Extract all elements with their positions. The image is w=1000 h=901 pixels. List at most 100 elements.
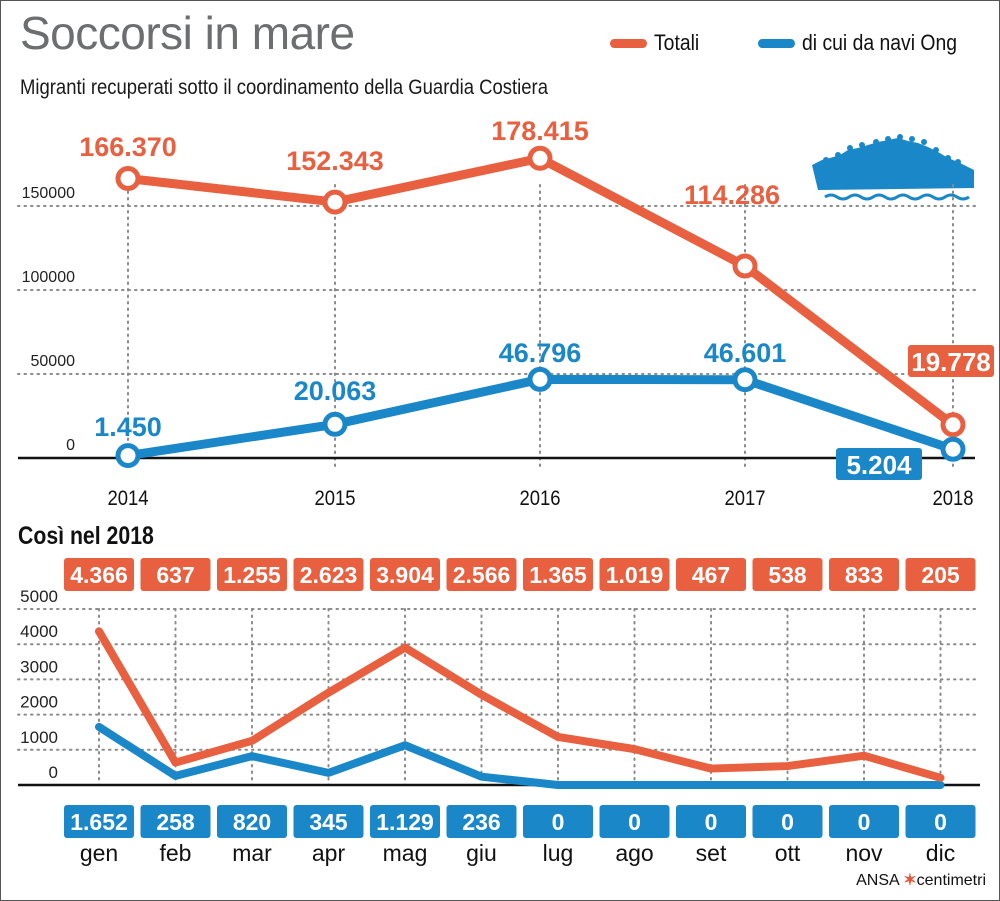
value-box-totali xyxy=(293,558,364,591)
value-box-totali xyxy=(752,558,823,591)
data-point xyxy=(527,366,553,392)
data-label-totali: 178.415 xyxy=(491,116,589,146)
value-box-ong xyxy=(446,805,517,838)
migrant-boat-icon xyxy=(812,134,974,201)
value-box-ong xyxy=(676,805,746,838)
series-line-ong xyxy=(95,722,945,789)
legend-item-ong: di cui da navi Ong xyxy=(758,30,957,56)
value-label-totali: 467 xyxy=(692,562,730,588)
value-box-totali xyxy=(676,558,746,591)
x-tick-label: lug xyxy=(543,840,574,866)
y-tick-label: 4000 xyxy=(20,622,58,641)
value-label-totali: 538 xyxy=(768,562,807,588)
x-tick-label: feb xyxy=(160,840,192,866)
data-label-box-ong xyxy=(836,448,922,480)
y-tick-label: 3000 xyxy=(20,657,58,676)
data-point xyxy=(732,367,758,393)
value-label-totali: 205 xyxy=(921,562,960,588)
value-box-totali xyxy=(64,558,134,591)
chart-subtitle: Migranti recuperati sotto il coordinamen… xyxy=(20,76,548,99)
value-label-totali: 1.365 xyxy=(529,562,587,588)
value-label-totali: 1.019 xyxy=(606,562,664,588)
value-label-totali: 4.366 xyxy=(70,562,128,588)
y-tick-label: 150000 xyxy=(22,185,75,202)
value-label-ong: 1.129 xyxy=(376,809,434,835)
x-tick-label: gen xyxy=(80,840,118,866)
series-line-totali xyxy=(95,627,945,782)
value-box-ong xyxy=(752,805,823,838)
legend-label-totali: Totali xyxy=(654,30,700,55)
x-tick-label: 2015 xyxy=(314,487,355,510)
data-label-totali: 166.370 xyxy=(79,132,177,162)
value-label-ong: 0 xyxy=(781,809,794,835)
y-tick-label: 1000 xyxy=(20,728,58,747)
value-box-totali xyxy=(446,558,517,591)
value-label-totali: 3.904 xyxy=(376,562,434,588)
value-box-ong xyxy=(523,805,593,838)
value-box-ong xyxy=(829,805,899,838)
value-box-totali xyxy=(140,558,211,591)
credit-mark: centimetri xyxy=(916,872,986,889)
value-box-totali xyxy=(523,558,593,591)
x-tick-label: set xyxy=(696,840,727,866)
y-tick-label: 2000 xyxy=(20,693,58,712)
value-label-ong: 0 xyxy=(858,809,871,835)
data-point xyxy=(732,253,758,279)
data-point xyxy=(940,412,966,438)
value-box-totali xyxy=(599,558,670,591)
value-label-totali: 833 xyxy=(845,562,883,588)
y-tick-label: 100000 xyxy=(22,269,75,286)
x-tick-label: 2014 xyxy=(107,487,148,510)
data-point xyxy=(115,165,141,191)
value-label-totali: 1.255 xyxy=(223,562,281,588)
x-tick-label: nov xyxy=(845,840,883,866)
x-tick-label: 2018 xyxy=(932,487,973,510)
value-box-ong xyxy=(293,805,364,838)
value-label-totali: 637 xyxy=(156,562,194,588)
value-label-ong: 236 xyxy=(462,809,500,835)
value-box-ong xyxy=(140,805,211,838)
value-label-ong: 258 xyxy=(156,809,195,835)
data-label-box-totali xyxy=(908,345,994,377)
data-label-totali: 152.343 xyxy=(286,146,384,176)
data-label-ong: 46.601 xyxy=(704,338,787,368)
value-label-ong: 0 xyxy=(934,809,947,835)
data-label-ong: 20.063 xyxy=(294,376,377,406)
y-tick-label: 0 xyxy=(49,763,58,782)
x-tick-label: mar xyxy=(232,840,272,866)
data-point xyxy=(322,189,348,215)
value-label-totali: 2.623 xyxy=(300,562,358,588)
legend-swatch-ong xyxy=(758,38,795,48)
value-label-ong: 345 xyxy=(309,809,348,835)
y-tick-label: 5000 xyxy=(20,587,58,606)
chart-title: Soccorsi in mare xyxy=(20,7,355,59)
x-tick-label: giu xyxy=(466,840,497,866)
y-tick-label: 0 xyxy=(66,437,75,454)
value-label-ong: 0 xyxy=(552,809,565,835)
centimetri-star-icon: ✶ xyxy=(903,872,917,889)
value-label-ong: 820 xyxy=(233,809,271,835)
value-box-totali xyxy=(905,558,976,591)
x-tick-label: ago xyxy=(615,840,653,866)
credit: ANSA ✶centimetri xyxy=(856,870,986,890)
value-box-totali xyxy=(370,558,440,591)
value-label-ong: 1.652 xyxy=(70,809,128,835)
value-label-ong: 0 xyxy=(628,809,641,835)
data-label-ong: 5.204 xyxy=(846,450,912,480)
legend-label-ong: di cui da navi Ong xyxy=(802,30,957,55)
data-point xyxy=(115,443,141,469)
x-tick-label: 2017 xyxy=(724,487,765,510)
data-point xyxy=(527,145,553,171)
value-label-ong: 0 xyxy=(705,809,718,835)
section2-title: Così nel 2018 xyxy=(18,522,154,550)
y-tick-label: 50000 xyxy=(31,353,76,370)
x-tick-label: mag xyxy=(383,840,428,866)
data-point xyxy=(940,436,966,462)
credit-brand: ANSA xyxy=(856,872,899,889)
value-label-totali: 2.566 xyxy=(453,562,511,588)
value-box-ong xyxy=(599,805,670,838)
data-label-totali: 114.286 xyxy=(684,180,780,210)
x-tick-label: ott xyxy=(775,840,801,866)
x-tick-label: apr xyxy=(312,840,346,866)
